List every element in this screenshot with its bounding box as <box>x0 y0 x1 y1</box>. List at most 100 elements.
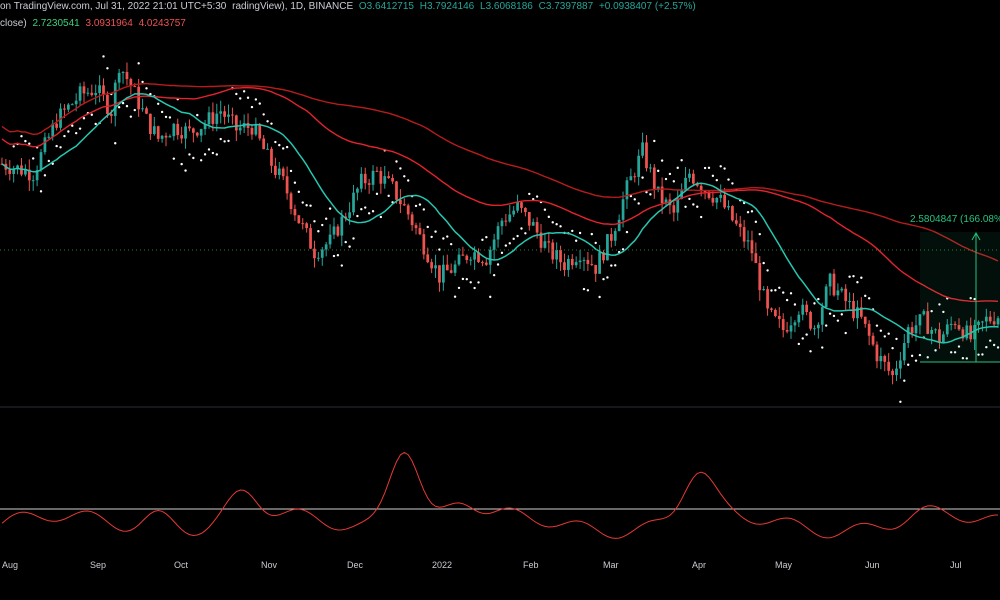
candle <box>285 166 289 200</box>
psar-dot <box>258 102 261 105</box>
psar-dot <box>680 159 683 162</box>
candle <box>8 160 12 181</box>
psar-dot <box>492 273 496 277</box>
candle <box>918 313 922 335</box>
time-axis[interactable]: Aug Sep Oct Nov Dec 2022 Feb Mar Apr May Jun Jul <box>2 560 962 570</box>
candle <box>203 120 207 135</box>
candle <box>238 120 242 135</box>
candle <box>695 181 699 188</box>
psar-dot <box>844 331 847 335</box>
psar-dot <box>828 312 832 315</box>
measure-tool[interactable]: 2.5804847 (166.08%) <box>910 214 1000 363</box>
psar-dot <box>340 264 343 267</box>
candle <box>754 242 758 264</box>
psar-dot <box>664 177 668 181</box>
psar-dot <box>196 113 199 117</box>
psar-dot <box>985 345 988 349</box>
time-axis-label: May <box>775 560 793 570</box>
psar-dot <box>883 335 886 338</box>
candle <box>227 104 230 123</box>
psar-dot <box>907 363 910 366</box>
psar-dot <box>215 153 218 156</box>
candle <box>410 211 414 231</box>
psar-dot <box>555 223 558 226</box>
candle <box>711 191 715 207</box>
psar-dot <box>453 295 457 298</box>
candle <box>649 163 652 173</box>
candle <box>274 157 277 179</box>
psar-dot <box>332 254 336 258</box>
candle <box>383 166 387 189</box>
candle <box>621 191 625 228</box>
psar-dot <box>926 356 929 359</box>
psar-dot <box>47 159 51 163</box>
psar-dot <box>313 220 316 223</box>
psar-dot <box>703 166 707 170</box>
psar-dot <box>78 127 82 130</box>
candle <box>840 286 844 293</box>
psar-dot <box>414 204 418 208</box>
candlesticks <box>0 62 1000 385</box>
time-axis-label: Dec <box>347 560 364 570</box>
psar-dot <box>782 291 785 294</box>
candle <box>121 71 125 84</box>
symbol-info[interactable]: radingView), 1D, BINANCE <box>232 1 354 12</box>
candle <box>965 320 969 341</box>
candle <box>828 272 832 296</box>
candle <box>328 224 332 249</box>
candle <box>94 84 98 105</box>
psar-dot <box>250 105 254 109</box>
psar-dot <box>203 153 207 156</box>
psar-dot <box>403 175 406 178</box>
psar-dot <box>160 110 164 114</box>
candle <box>504 213 508 227</box>
candle <box>777 307 781 328</box>
candle <box>746 230 750 250</box>
candle <box>316 251 320 262</box>
psar-dot <box>727 178 730 181</box>
psar-dot <box>356 214 359 218</box>
candle <box>641 132 644 159</box>
candle <box>926 302 930 335</box>
psar-dot <box>949 351 953 354</box>
psar-dot <box>20 134 23 138</box>
psar-dot <box>125 104 129 108</box>
candle <box>719 184 723 203</box>
psar-dot <box>328 207 332 210</box>
psar-dot <box>817 297 820 301</box>
candle <box>953 321 957 330</box>
psar-dot <box>297 190 301 194</box>
psar-dot <box>71 124 74 127</box>
psar-dot <box>723 167 726 170</box>
psar-dot <box>274 140 277 144</box>
candle <box>875 341 879 369</box>
candle <box>770 307 773 313</box>
candle <box>422 228 426 260</box>
psar-dot <box>235 92 238 96</box>
candle <box>992 311 996 327</box>
psar-dot <box>813 302 816 305</box>
candle <box>500 217 504 235</box>
candle <box>277 162 281 180</box>
candle <box>313 240 316 268</box>
psar-dot <box>832 314 836 318</box>
psar-dot <box>39 190 43 193</box>
psar-dot <box>164 115 168 119</box>
indicator-legend-label[interactable]: close) <box>0 18 27 29</box>
psar-dot <box>59 146 62 149</box>
candle <box>606 233 609 261</box>
psar-dot <box>625 230 629 234</box>
candle <box>465 254 469 264</box>
candle <box>453 260 457 277</box>
psar-dot <box>707 166 711 170</box>
candle <box>113 79 117 127</box>
psar-dot <box>653 139 656 143</box>
candle <box>168 134 172 138</box>
candle <box>406 203 410 220</box>
candle <box>551 239 555 264</box>
psar-dot <box>766 269 769 272</box>
psar-dot <box>504 244 508 247</box>
psar-dot <box>145 87 148 90</box>
psar-dot <box>770 289 773 292</box>
